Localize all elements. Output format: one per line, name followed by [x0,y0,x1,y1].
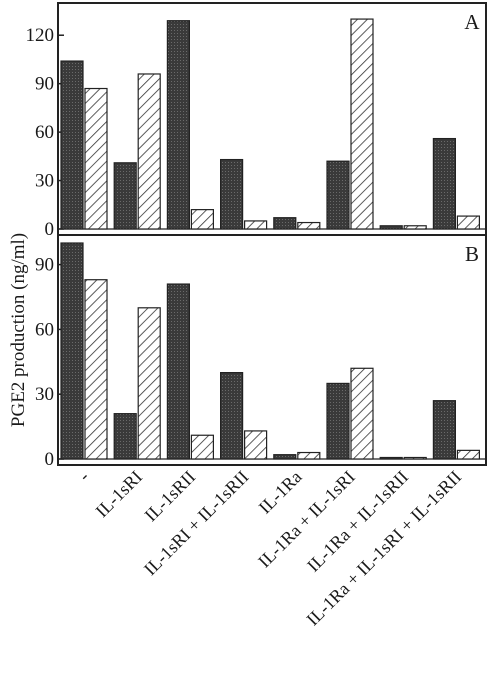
panel-b-ytick-label: 30 [35,384,54,405]
panel-a-bar-hatched-7 [456,215,480,230]
panel-a-letter: A [464,10,480,34]
panel-b-bar-hatched-6 [403,456,427,460]
panel-b: 0 30 60 90 B [35,234,487,470]
panel-b-bar-hatched-5 [350,367,374,460]
panel-b-ytick-label: 60 [35,319,54,340]
y-axis-title: PGE2 production (ng/ml) [8,233,29,427]
panel-b-bar-solid-1 [113,413,137,460]
category-label-1: IL-1sRI [92,467,146,521]
panel-b-ytick-label: 90 [35,255,54,276]
panel-b-bar-solid-6 [379,456,403,460]
panel-a-bar-solid-1 [113,162,137,230]
panel-a-bar-hatched-6 [403,225,427,230]
panel-a-ytick-label: 0 [45,219,55,240]
panel-b-bar-hatched-7 [456,449,480,460]
panel-a-bar-solid-7 [432,137,456,230]
panel-a-ytick-label: 90 [35,74,54,95]
panel-b-bar-hatched-0 [84,279,108,460]
panel-a-bar-hatched-4 [297,221,321,230]
panel-a-ytick-label: 120 [26,25,55,46]
panel-a-bar-hatched-5 [350,18,374,230]
panel-b-bar-solid-2 [166,283,190,460]
panel-b-ytick-label: 0 [45,449,55,470]
panel-a-bar-hatched-2 [190,209,214,230]
panel-a-bar-solid-2 [166,20,190,230]
panel-a-bar-solid-3 [220,158,244,230]
panel-a-bar-solid-6 [379,225,403,230]
category-label-4: IL-1Ra [255,467,306,518]
panel-b-bar-solid-3 [220,372,244,460]
panel-b-bar-hatched-1 [137,307,161,460]
panel-b-bar-hatched-4 [297,451,321,460]
panel-a-ytick-label: 30 [35,171,54,192]
panel-b-bar-solid-0 [60,242,84,460]
panel-a-bar-solid-0 [60,60,84,230]
panel-a-bar-hatched-1 [137,73,161,230]
panel-b-bar-solid-4 [273,454,297,460]
panel-b-frame [57,234,487,466]
panel-b-bar-hatched-3 [244,430,268,460]
panel-b-bar-solid-7 [432,400,456,460]
panel-b-bar-solid-5 [326,382,350,460]
panel-a-bar-solid-4 [273,217,297,230]
panel-a: 0 30 60 90 120 A [26,2,487,240]
panel-b-bar-hatched-2 [190,434,214,460]
panel-a-bar-solid-5 [326,160,350,230]
panel-a-bar-hatched-0 [84,87,108,230]
category-label-5: IL-1Ra + IL-1sRI [254,467,359,572]
panel-a-ytick-label: 60 [35,122,54,143]
panel-a-bar-hatched-3 [244,220,268,230]
panel-b-letter: B [465,242,479,266]
category-label-0: - [74,467,92,485]
